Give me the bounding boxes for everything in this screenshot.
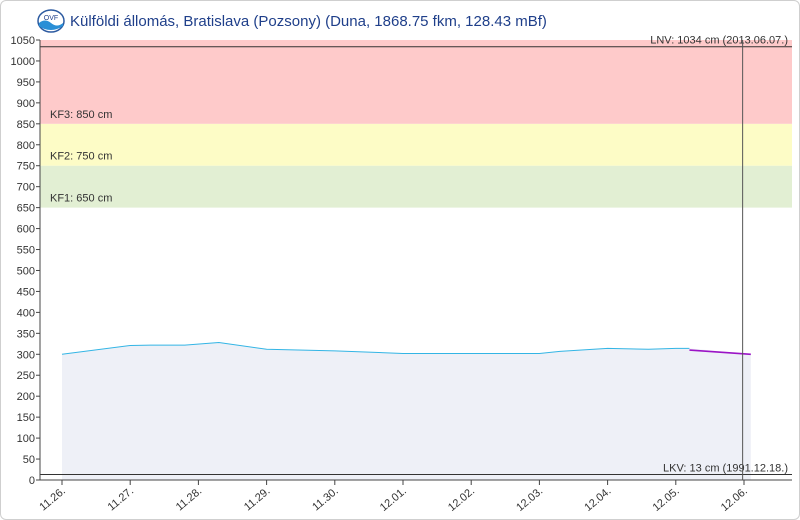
y-tick-label: 600 <box>17 224 35 236</box>
chart-header: OVF Külföldi állomás, Bratislava (Pozson… <box>36 6 547 36</box>
series-area-fill <box>62 342 751 480</box>
x-tick-label: 11.26. <box>37 485 68 513</box>
y-tick-label: 850 <box>17 119 35 131</box>
x-tick-label: 11.27. <box>106 485 137 513</box>
y-tick-label: 200 <box>17 391 35 403</box>
y-tick-label: 350 <box>17 328 35 340</box>
x-tick-label: 11.29. <box>242 485 273 513</box>
y-tick-label: 800 <box>17 140 35 152</box>
series-lines <box>61 342 751 356</box>
reference-lines: LNV: 1034 cm (2013.06.07.) LKV: 13 cm (19… <box>40 35 792 476</box>
x-tick-label: 12.05. <box>651 485 682 514</box>
reference-label-1: LNV: 1034 cm (2013.06.07.) <box>650 35 788 47</box>
series-area <box>62 342 751 480</box>
chart-title: Külföldi állomás, Bratislava (Pozsony) (… <box>70 12 547 30</box>
y-tick-label: 550 <box>17 245 35 257</box>
band-label-1: KF1: 650 cm <box>50 193 112 205</box>
x-axis-ticks: 11.26. 11.27. 11.28. 11.29. 11.30. 12.01. 12.0… <box>37 480 750 514</box>
y-tick-label: 700 <box>17 182 35 194</box>
y-axis-ticks: 0 50 100 150 200 250 300 350 400 450 500 550 600 650 7… <box>11 35 40 487</box>
y-tick-label: 150 <box>17 412 35 424</box>
axes <box>39 40 792 481</box>
y-tick-label: 300 <box>17 349 35 361</box>
warning-bands: KF1: 650 cm KF2: 750 cm KF3: 850 cm <box>40 40 792 208</box>
x-tick-label: 11.28. <box>174 485 205 513</box>
x-tick-label: 12.01. <box>378 485 409 514</box>
y-tick-label: 500 <box>17 265 35 277</box>
x-tick-label: 12.06. <box>719 485 750 514</box>
x-tick-label: 12.02. <box>446 485 477 514</box>
series-line-1 <box>61 342 690 355</box>
y-tick-label: 650 <box>17 203 35 215</box>
band-label-3: KF3: 850 cm <box>50 109 112 121</box>
y-tick-label: 50 <box>23 454 35 466</box>
y-tick-label: 0 <box>29 475 35 487</box>
x-tick-label: 11.30. <box>310 485 341 513</box>
ovf-logo-icon: OVF <box>37 9 65 33</box>
y-tick-label: 1050 <box>11 35 35 47</box>
x-tick-label: 12.04. <box>582 485 613 514</box>
y-tick-label: 400 <box>17 307 35 319</box>
y-tick-label: 1000 <box>11 56 35 68</box>
warning-band-3 <box>40 40 792 124</box>
reference-label-2: LKV: 13 cm (1991.12.18.) <box>663 463 788 475</box>
band-label-2: KF2: 750 cm <box>50 151 112 163</box>
y-tick-label: 100 <box>17 433 35 445</box>
warning-band-1 <box>40 165 792 208</box>
y-tick-label: 250 <box>17 370 35 382</box>
y-tick-label: 950 <box>17 77 35 89</box>
series-line-2 <box>689 349 751 356</box>
x-tick-label: 12.03. <box>514 485 545 514</box>
y-tick-label: 450 <box>17 286 35 298</box>
warning-band-2 <box>40 123 792 166</box>
y-tick-label: 750 <box>17 161 35 173</box>
ovf-logo-text: OVF <box>44 15 58 22</box>
y-tick-label: 900 <box>17 98 35 110</box>
